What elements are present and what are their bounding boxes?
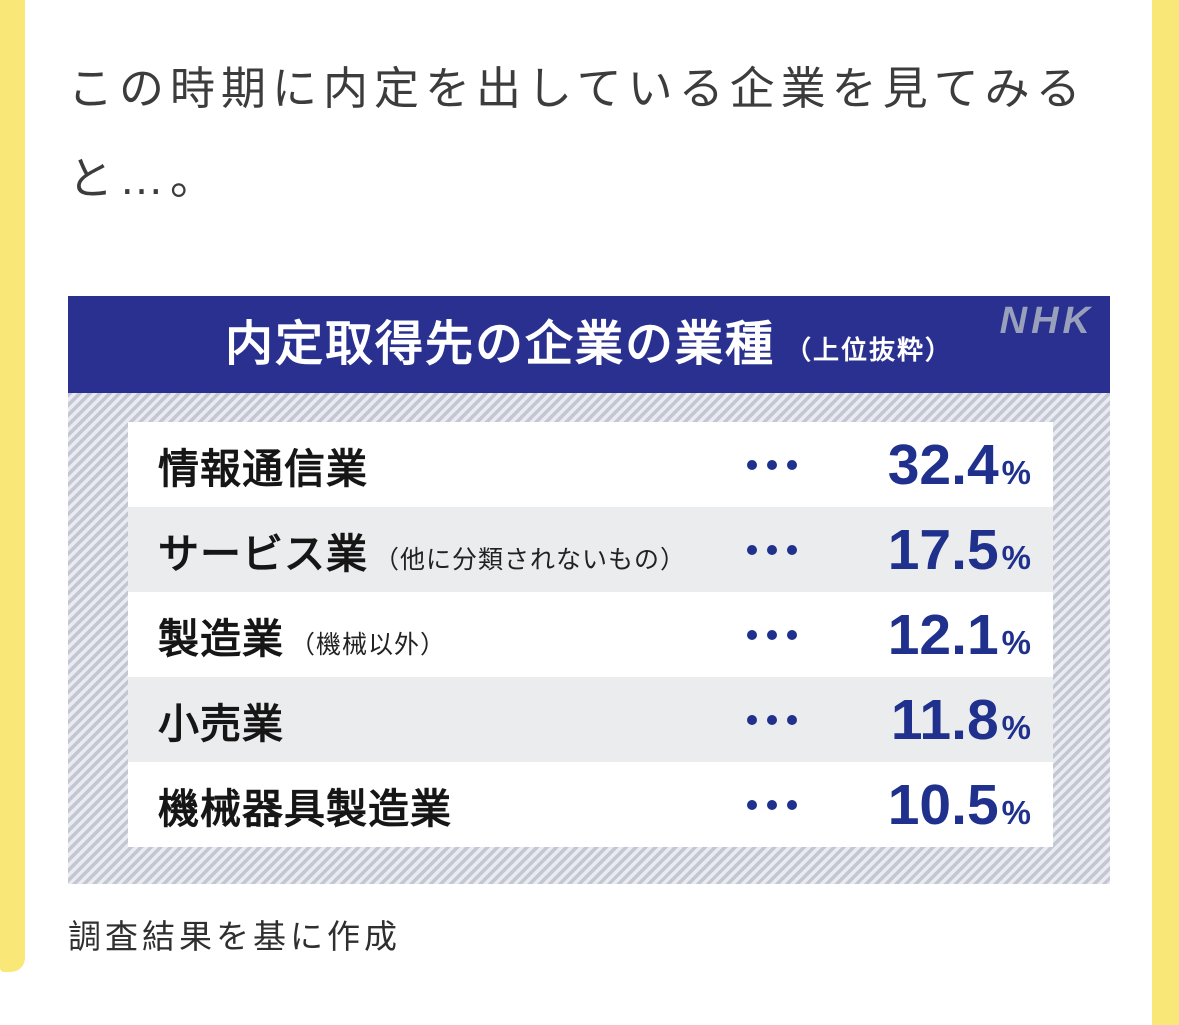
article-content: この時期に内定を出している企業を見てみると…。 内定取得先の企業の業種 （上位抜粋… — [68, 0, 1111, 991]
percent-sign: % — [1001, 708, 1031, 746]
industry-label: 製造業 — [158, 615, 284, 662]
ellipsis-separator — [747, 714, 797, 725]
nhk-logo: NHK — [999, 300, 1094, 342]
table-row: サービス業 （他に分類されないもの） 17.5% — [128, 507, 1053, 592]
ellipsis-separator — [747, 799, 797, 810]
table-row: 機械器具製造業 10.5% — [128, 762, 1053, 847]
industry-sublabel: （機械以外） — [290, 630, 447, 659]
ellipsis-separator — [747, 544, 797, 555]
table-row: 小売業 11.8% — [128, 677, 1053, 762]
infographic-card: 内定取得先の企業の業種 （上位抜粋） NHK 情報通信業 32.4% サービス業（… — [68, 296, 1110, 884]
table-row: 情報通信業 32.4% — [128, 422, 1053, 507]
infographic-body: 情報通信業 32.4% サービス業 （他に分類されないもの） 17.5% 製造業（… — [68, 393, 1110, 884]
table-row: 製造業 （機械以外） 12.1% — [128, 592, 1053, 677]
source-caption: 調査結果を基に作成 — [68, 918, 401, 955]
percentage-value: 10.5 — [887, 772, 999, 837]
industry-label: サービス業 — [158, 530, 368, 577]
industry-label: 機械器具製造業 — [158, 785, 452, 832]
percent-sign: % — [1001, 453, 1031, 491]
percent-sign: % — [1001, 793, 1031, 831]
industry-sublabel: （他に分類されないもの） — [374, 545, 687, 574]
left-accent-stripe — [0, 0, 25, 972]
percentage-value: 17.5 — [887, 517, 999, 582]
ellipsis-separator — [747, 459, 797, 470]
ellipsis-separator — [747, 629, 797, 640]
percent-sign: % — [1001, 538, 1031, 576]
percentage-value: 32.4 — [887, 432, 999, 497]
intro-paragraph: この時期に内定を出している企業を見てみると…。 — [68, 63, 1087, 204]
industry-label: 情報通信業 — [158, 445, 368, 492]
percent-sign: % — [1001, 623, 1031, 661]
infographic-title-note: （上位抜粋） — [785, 335, 954, 365]
percentage-value: 12.1 — [887, 602, 999, 667]
percentage-value: 11.8 — [890, 687, 999, 752]
industry-label: 小売業 — [158, 700, 284, 747]
infographic-title: 内定取得先の企業の業種 — [224, 318, 775, 371]
infographic-header: 内定取得先の企業の業種 （上位抜粋） NHK — [68, 296, 1110, 393]
right-accent-stripe — [1152, 0, 1179, 1025]
